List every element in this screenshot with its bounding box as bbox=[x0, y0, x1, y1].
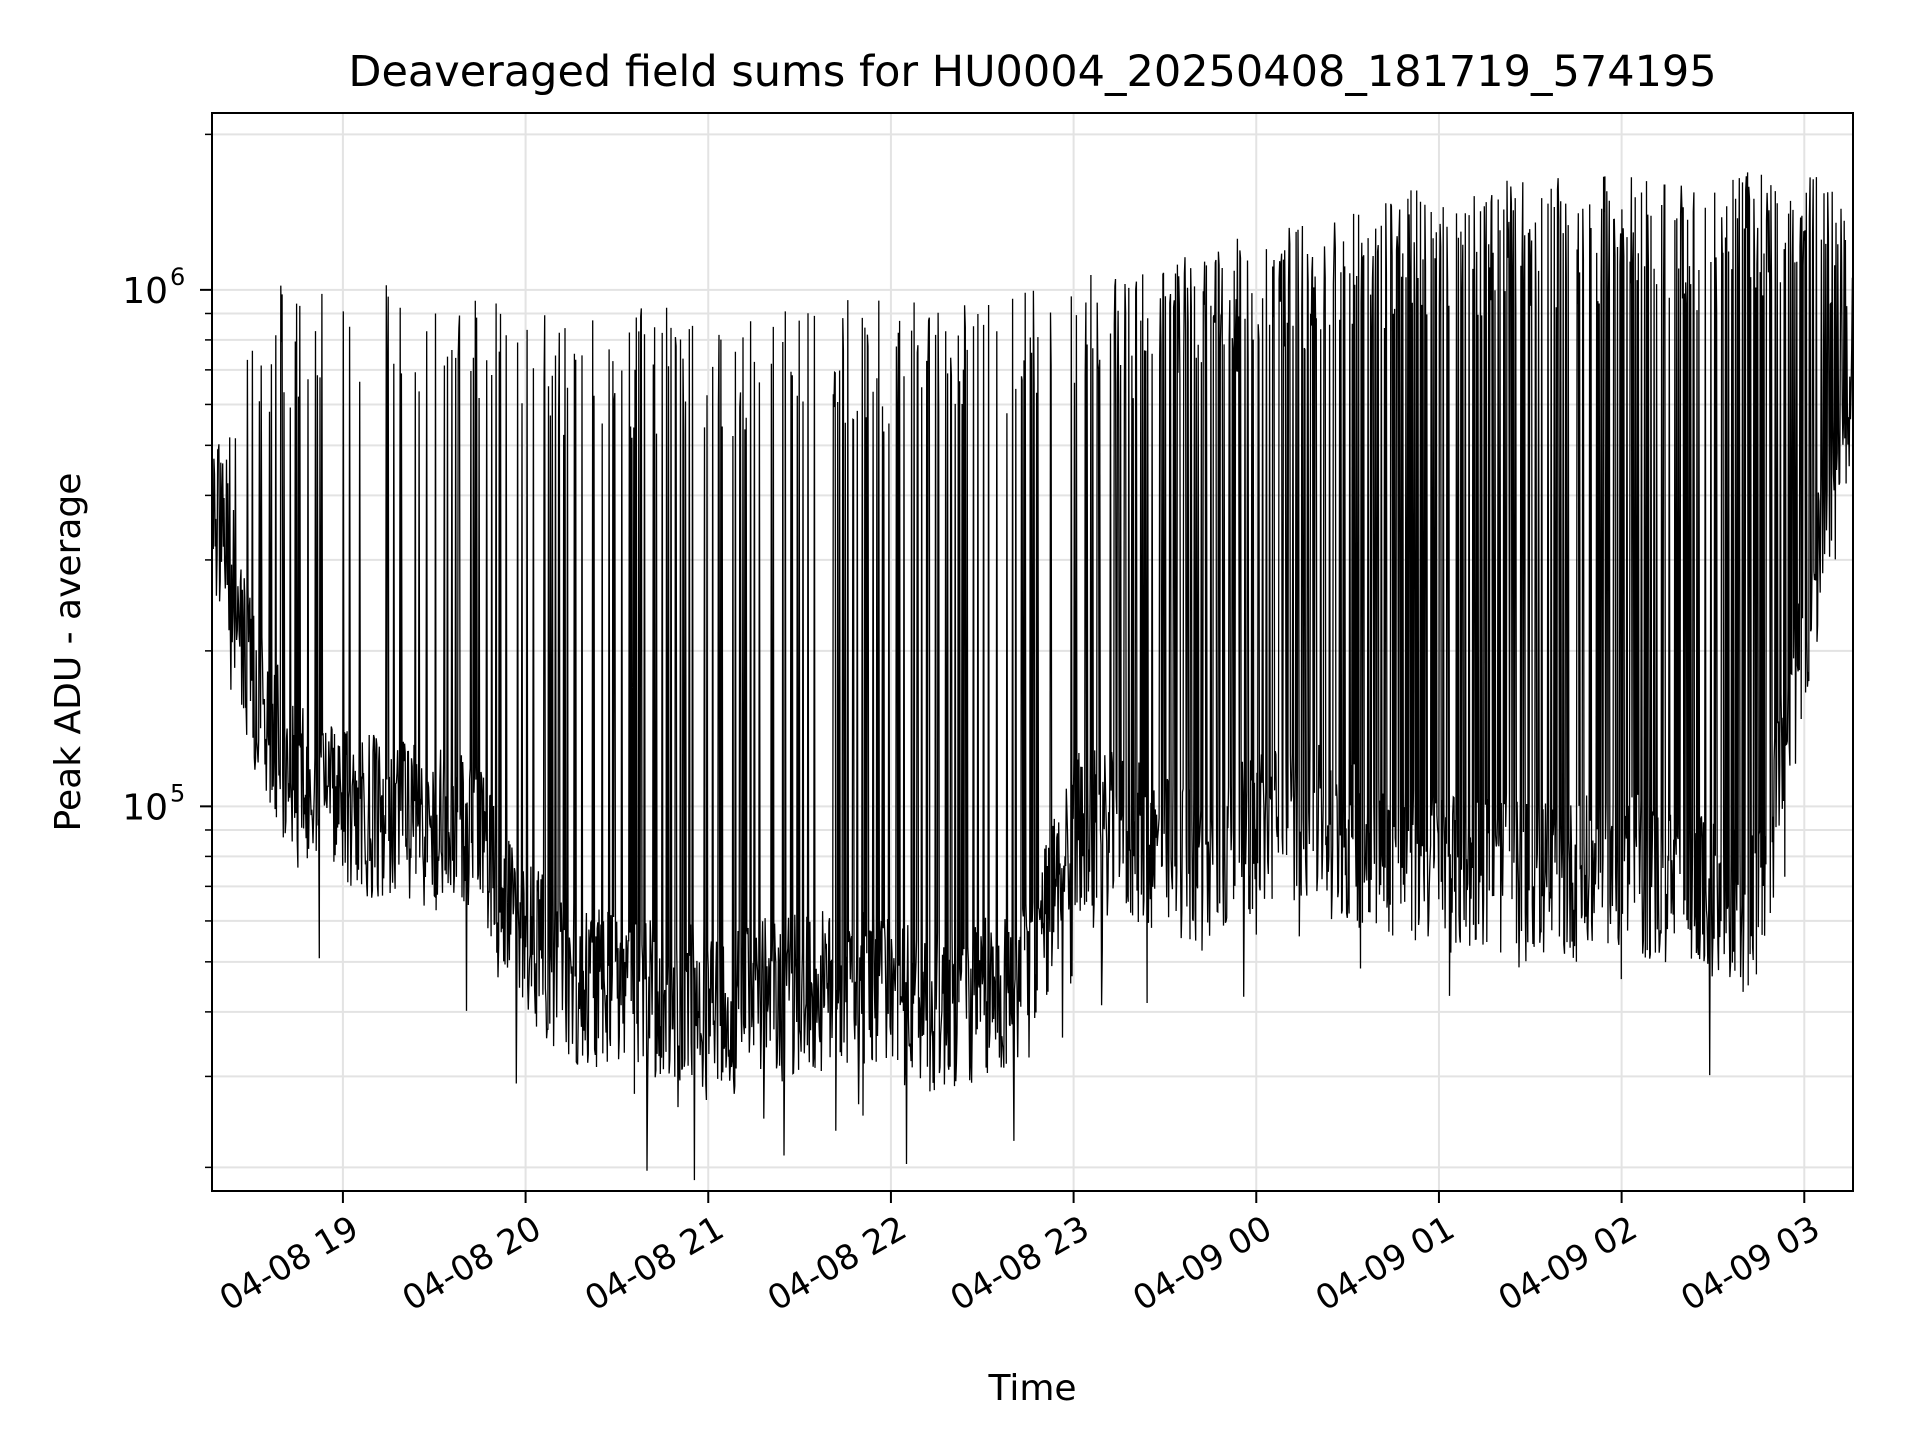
x-axis-label: Time bbox=[987, 1368, 1076, 1409]
y-tick-exponent: 5 bbox=[170, 779, 185, 807]
x-tick-label: 04-08 19 bbox=[213, 1208, 365, 1319]
x-axis: 04-08 19 04-08 20 04-08 21 04-08 22 04-08 23… bbox=[213, 1191, 1827, 1319]
x-tick-label: 04-08 21 bbox=[578, 1208, 730, 1319]
chart-title: Deaveraged field sums for HU0004_2025040… bbox=[348, 47, 1716, 97]
series-group bbox=[211, 172, 1854, 1181]
y-tick-label: 10 bbox=[122, 271, 168, 312]
x-tick-label: 04-08 20 bbox=[396, 1208, 548, 1319]
y-tick-exponent: 6 bbox=[170, 263, 185, 291]
series-line bbox=[211, 172, 1854, 1181]
x-tick-label: 04-09 02 bbox=[1492, 1208, 1644, 1319]
x-tick-label: 04-08 22 bbox=[761, 1208, 913, 1319]
y-tick-label: 10 bbox=[122, 787, 168, 828]
x-tick-label: 04-08 23 bbox=[944, 1208, 1096, 1319]
x-tick-label: 04-09 01 bbox=[1309, 1208, 1461, 1319]
x-tick-label: 04-09 00 bbox=[1126, 1208, 1278, 1319]
x-tick-label: 04-09 03 bbox=[1674, 1208, 1826, 1319]
y-axis-label: Peak ADU - average bbox=[48, 473, 89, 832]
axes-frame bbox=[211, 112, 1854, 1192]
